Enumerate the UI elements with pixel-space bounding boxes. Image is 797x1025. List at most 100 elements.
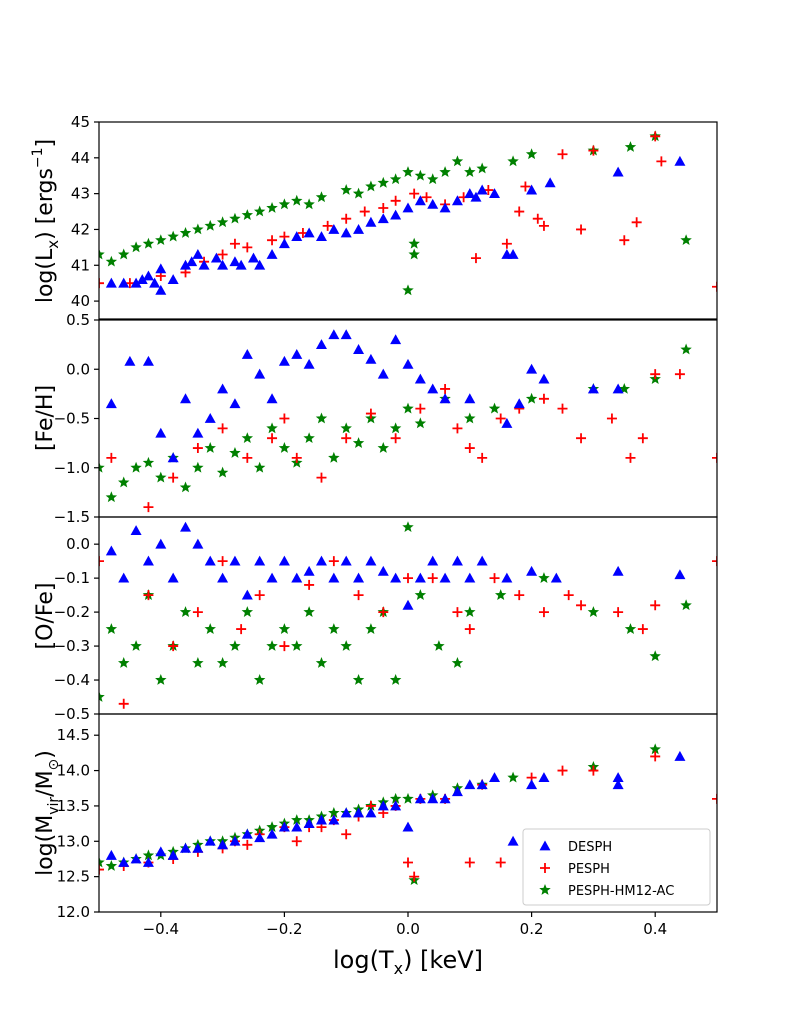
point-oxygen-pesph (328, 556, 339, 567)
point-mass-desph (612, 779, 624, 790)
point-mass-desph (155, 846, 167, 857)
point-mass-desph (612, 772, 624, 783)
point-oxygen-pesph-hm12-ac (118, 657, 130, 668)
point-luminosity-pesph-hm12-ac (414, 169, 427, 181)
point-oxygen-desph (439, 572, 451, 583)
point-mass-pesph (495, 857, 506, 868)
point-luminosity-pesph-hm12-ac (130, 241, 142, 253)
point-iron-pesph (606, 413, 617, 424)
point-luminosity-pesph-hm12-ac (408, 248, 420, 260)
point-iron-desph (501, 417, 513, 428)
point-mass-desph (365, 807, 377, 818)
legend-marker-pesph (540, 863, 550, 873)
legend: DESPH PESPH PESPH-HM12-AC (522, 828, 711, 906)
point-luminosity-pesph (656, 156, 667, 167)
point-iron-desph (587, 383, 599, 394)
point-iron-desph (254, 368, 266, 379)
point-luminosity-desph (544, 177, 556, 188)
point-mass-desph (451, 786, 463, 797)
panel-mass-points (99, 743, 717, 886)
point-luminosity-pesph (576, 224, 587, 235)
xtick-label: −0.2 (266, 920, 302, 938)
ytick-label-iron: 0.5 (66, 311, 90, 329)
point-oxygen-desph (130, 525, 142, 535)
point-iron-pesph-hm12-ac (192, 461, 204, 473)
point-luminosity-pesph (99, 278, 104, 289)
point-iron-desph (142, 355, 154, 366)
point-oxygen-pesph-hm12-ac (402, 521, 414, 533)
point-luminosity-desph (439, 202, 451, 213)
point-mass-desph (105, 849, 117, 860)
point-luminosity-desph (353, 223, 365, 234)
point-oxygen-pesph (254, 590, 265, 601)
point-luminosity-pesph-hm12-ac (427, 173, 439, 185)
point-iron-desph (315, 339, 327, 350)
xtick-label: 0.0 (396, 920, 420, 938)
point-luminosity-desph (464, 188, 476, 199)
point-iron-pesph-hm12-ac (402, 402, 414, 414)
point-oxygen-pesph-hm12-ac (352, 674, 365, 685)
point-mass-desph (315, 814, 327, 825)
panel-luminosity: 40 41 42 43 44 45 log(Lx) [ergs−1] (30, 113, 718, 320)
point-luminosity-pesph-hm12-ac (352, 187, 365, 199)
point-luminosity-pesph (501, 238, 512, 249)
point-mass-pesph-hm12-ac (389, 792, 402, 804)
point-iron-pesph-hm12-ac (464, 412, 476, 424)
point-iron-pesph-hm12-ac (340, 422, 352, 434)
ytick-label-mass: 14.0 (57, 762, 90, 780)
point-mass-pesph (712, 793, 717, 804)
panel-oxygen-yticks: −0.5 −0.4 −0.3 −0.2 −0.1 0.0 (54, 535, 99, 723)
point-luminosity-desph (136, 274, 148, 284)
point-mass-pesph-hm12-ac (402, 792, 414, 804)
point-luminosity-desph (229, 256, 241, 267)
legend-label-pesph: PESPH (568, 862, 610, 877)
point-mass-pesph (291, 836, 302, 847)
point-oxygen-desph (278, 555, 290, 566)
point-mass-pesph (409, 871, 420, 882)
point-luminosity-desph (149, 277, 161, 288)
point-iron-desph (377, 368, 389, 379)
point-luminosity-pesph-hm12-ac (192, 223, 204, 235)
point-oxygen-pesph-hm12-ac (278, 623, 291, 634)
ytick-label-luminosity: 41 (71, 256, 90, 274)
point-luminosity-pesph-hm12-ac (179, 227, 192, 238)
point-oxygen-pesph (514, 590, 525, 601)
point-luminosity-desph (130, 277, 142, 288)
point-iron-pesph-hm12-ac (315, 412, 328, 424)
point-oxygen-desph (118, 572, 130, 583)
point-luminosity-pesph-hm12-ac (451, 155, 464, 167)
point-oxygen-pesph-hm12-ac (538, 572, 550, 583)
point-oxygen-pesph-hm12-ac (433, 640, 445, 651)
panel-luminosity-yticks: 40 41 42 43 44 45 (71, 113, 99, 310)
point-iron-desph (390, 334, 402, 345)
point-oxygen-pesph (452, 607, 463, 618)
legend-marker-desph (539, 840, 551, 851)
point-luminosity-desph (210, 252, 222, 263)
point-mass-desph (439, 793, 451, 804)
point-luminosity-desph (235, 259, 247, 270)
point-iron-pesph (625, 452, 636, 463)
point-luminosity-pesph-hm12-ac (303, 198, 315, 210)
point-oxygen-pesph-hm12-ac (680, 599, 692, 611)
point-oxygen-desph (612, 565, 624, 576)
point-luminosity-pesph (390, 195, 401, 206)
point-luminosity-pesph (217, 249, 228, 260)
panel-oxygen-frame (98, 516, 718, 715)
point-oxygen-pesph (353, 590, 364, 601)
point-oxygen-pesph-hm12-ac (464, 606, 476, 617)
point-mass-desph (142, 857, 154, 867)
point-oxygen-desph (291, 572, 303, 583)
point-iron-pesph (440, 383, 451, 394)
point-iron-pesph (168, 472, 179, 483)
point-iron-desph (526, 363, 538, 374)
point-iron-pesph-hm12-ac (278, 442, 291, 453)
point-luminosity-pesph-hm12-ac (118, 248, 130, 260)
point-oxygen-desph (427, 555, 439, 566)
point-luminosity-pesph-hm12-ac (216, 216, 229, 228)
point-mass-pesph (650, 751, 661, 762)
point-mass-desph (180, 842, 192, 853)
point-iron-desph (340, 329, 352, 340)
point-oxygen-pesph (168, 641, 179, 652)
point-iron-pesph-hm12-ac (389, 422, 402, 434)
point-mass-desph (377, 800, 389, 811)
